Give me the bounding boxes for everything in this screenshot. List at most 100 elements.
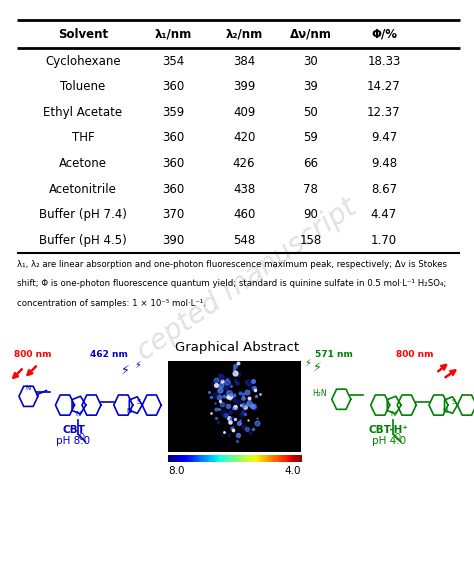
Text: ⚡: ⚡ bbox=[305, 357, 311, 368]
Text: 9.47: 9.47 bbox=[371, 132, 397, 144]
Bar bbox=[281, 455, 284, 462]
Text: N: N bbox=[26, 385, 31, 391]
Text: Acetone: Acetone bbox=[59, 157, 107, 170]
Text: ⚡: ⚡ bbox=[313, 361, 322, 374]
Text: 359: 359 bbox=[162, 106, 184, 119]
Text: 1.70: 1.70 bbox=[371, 234, 397, 247]
Text: Graphical Abstract: Graphical Abstract bbox=[175, 341, 299, 354]
Text: λ₁, λ₂ are linear absorption and one-photon fluorescence maximum peak, respectiv: λ₁, λ₂ are linear absorption and one-pho… bbox=[17, 260, 447, 269]
Bar bbox=[186, 455, 189, 462]
Bar bbox=[184, 455, 187, 462]
Bar bbox=[270, 455, 273, 462]
Bar bbox=[277, 455, 280, 462]
Text: 9.48: 9.48 bbox=[371, 157, 397, 170]
Bar bbox=[299, 455, 302, 462]
Text: H₂N: H₂N bbox=[313, 389, 327, 398]
Text: 409: 409 bbox=[233, 106, 255, 119]
Text: 384: 384 bbox=[233, 55, 255, 68]
Text: Cyclohexane: Cyclohexane bbox=[45, 55, 121, 68]
Bar bbox=[221, 455, 225, 462]
Bar bbox=[268, 455, 271, 462]
Text: 50: 50 bbox=[303, 106, 318, 119]
Text: ⚡: ⚡ bbox=[134, 359, 141, 370]
Text: 158: 158 bbox=[300, 234, 321, 247]
Text: 66: 66 bbox=[303, 157, 318, 170]
Bar bbox=[241, 455, 245, 462]
Text: 78: 78 bbox=[303, 183, 318, 196]
Bar bbox=[219, 455, 222, 462]
Text: 390: 390 bbox=[162, 234, 184, 247]
Bar bbox=[210, 455, 213, 462]
Bar bbox=[246, 455, 249, 462]
Text: cepted manuscript: cepted manuscript bbox=[131, 193, 362, 365]
Bar bbox=[290, 455, 293, 462]
Bar bbox=[274, 455, 278, 462]
Bar bbox=[215, 455, 218, 462]
Text: 571 nm: 571 nm bbox=[315, 350, 353, 359]
Text: 420: 420 bbox=[233, 132, 255, 144]
Bar bbox=[191, 455, 193, 462]
Text: 462 nm: 462 nm bbox=[90, 350, 128, 359]
Text: Buffer (pH 4.5): Buffer (pH 4.5) bbox=[39, 234, 127, 247]
Bar bbox=[294, 455, 298, 462]
Text: λ₂/nm: λ₂/nm bbox=[226, 28, 263, 41]
Bar bbox=[257, 455, 260, 462]
Text: pH 8.0: pH 8.0 bbox=[56, 436, 91, 446]
Bar bbox=[224, 455, 227, 462]
Bar bbox=[255, 455, 258, 462]
Bar bbox=[244, 455, 246, 462]
Text: concentration of samples: 1 × 10⁻⁵ mol·L⁻¹.: concentration of samples: 1 × 10⁻⁵ mol·L… bbox=[17, 299, 206, 307]
Bar bbox=[199, 455, 202, 462]
Text: N: N bbox=[75, 411, 81, 417]
Text: THF: THF bbox=[72, 132, 94, 144]
Bar bbox=[171, 455, 173, 462]
Text: 460: 460 bbox=[233, 208, 255, 221]
Text: ⚡: ⚡ bbox=[121, 364, 130, 377]
Text: N: N bbox=[127, 408, 132, 414]
Bar bbox=[204, 455, 207, 462]
Bar bbox=[265, 455, 269, 462]
Text: Δν/nm: Δν/nm bbox=[290, 28, 331, 41]
Text: 354: 354 bbox=[162, 55, 184, 68]
Bar bbox=[232, 455, 236, 462]
Text: 18.33: 18.33 bbox=[367, 55, 401, 68]
Bar bbox=[279, 455, 282, 462]
Text: N: N bbox=[391, 411, 396, 417]
Text: Toluene: Toluene bbox=[60, 80, 106, 93]
Bar bbox=[195, 455, 198, 462]
Text: S: S bbox=[452, 399, 456, 405]
Bar bbox=[168, 361, 301, 452]
Text: 30: 30 bbox=[303, 55, 318, 68]
Text: 399: 399 bbox=[233, 80, 255, 93]
Text: λ₁/nm: λ₁/nm bbox=[155, 28, 191, 41]
Bar bbox=[177, 455, 180, 462]
Text: 800 nm: 800 nm bbox=[396, 350, 434, 359]
Text: 39: 39 bbox=[303, 80, 318, 93]
Bar bbox=[248, 455, 251, 462]
Text: 59: 59 bbox=[303, 132, 318, 144]
Bar bbox=[264, 455, 266, 462]
Bar bbox=[252, 455, 255, 462]
Text: CBT: CBT bbox=[62, 424, 85, 435]
Bar bbox=[261, 455, 264, 462]
Bar bbox=[173, 455, 176, 462]
Text: S: S bbox=[137, 399, 141, 405]
Text: Buffer (pH 7.4): Buffer (pH 7.4) bbox=[39, 208, 127, 221]
Bar bbox=[283, 455, 286, 462]
Bar bbox=[208, 455, 211, 462]
Bar bbox=[217, 455, 220, 462]
Bar bbox=[168, 455, 172, 462]
Text: 14.27: 14.27 bbox=[367, 80, 401, 93]
Bar bbox=[230, 455, 233, 462]
Bar bbox=[228, 455, 231, 462]
Text: O: O bbox=[394, 432, 400, 442]
Text: pH 4.0: pH 4.0 bbox=[372, 436, 406, 446]
Bar bbox=[201, 455, 205, 462]
Text: 360: 360 bbox=[162, 132, 184, 144]
Bar bbox=[179, 455, 182, 462]
Bar bbox=[206, 455, 209, 462]
Bar bbox=[212, 455, 216, 462]
Bar bbox=[235, 455, 238, 462]
Text: 360: 360 bbox=[162, 80, 184, 93]
Bar bbox=[237, 455, 240, 462]
